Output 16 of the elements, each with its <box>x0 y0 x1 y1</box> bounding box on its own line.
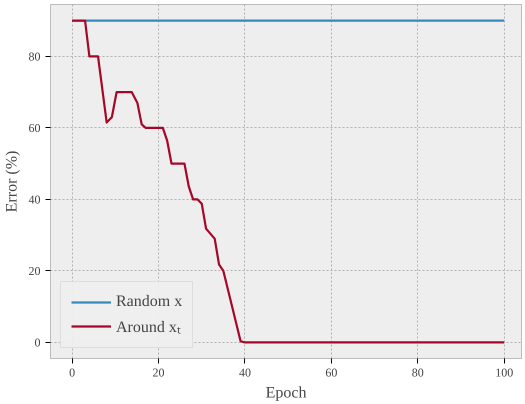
y-tick-label: 0 <box>34 335 40 350</box>
legend-label: Around xₜ <box>116 318 181 337</box>
x-tick-label: 80 <box>412 366 424 380</box>
line-series <box>71 19 506 344</box>
y-tick-label: 80 <box>28 49 40 64</box>
y-tick-label: 20 <box>28 264 40 278</box>
x-tick-label: 100 <box>495 366 514 380</box>
x-axis-title: Epoch <box>266 384 306 402</box>
x-tick-label: 20 <box>152 366 165 380</box>
y-axis-title: Error (%) <box>4 150 20 212</box>
x-tick-label: 40 <box>238 366 251 380</box>
legend-label: Random x <box>116 293 182 311</box>
x-tick-label: 60 <box>325 366 338 380</box>
x-tick-label: 0 <box>69 366 76 380</box>
y-tick-label: 60 <box>28 120 40 135</box>
y-tick-label: 40 <box>28 192 40 206</box>
